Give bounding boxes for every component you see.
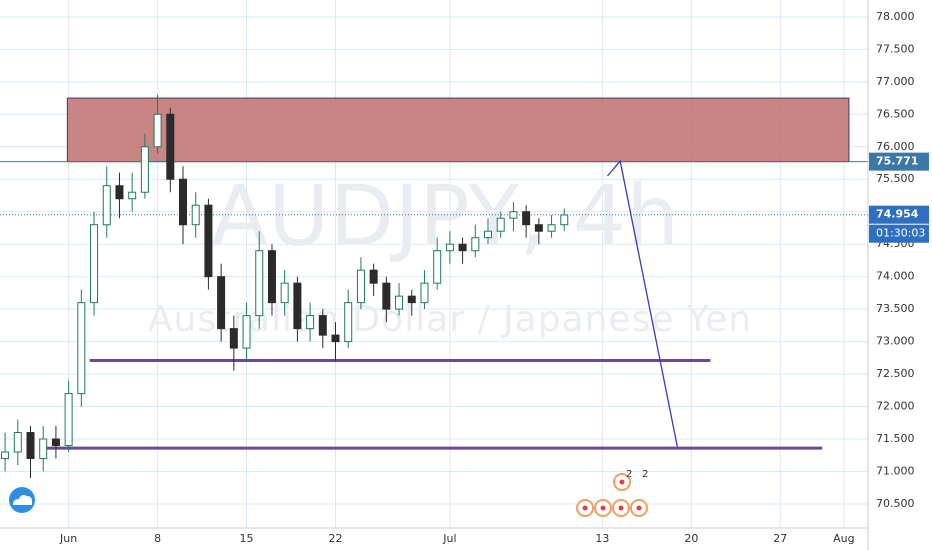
candle-body [318,315,327,336]
candle-body [77,302,86,395]
y-tick-label: 76.500 [876,107,915,120]
candle-body [102,185,111,226]
candle-body [382,282,391,310]
plot [0,94,868,478]
y-tick-label: 71.000 [876,464,915,477]
candle-body [179,178,188,226]
x-tick-label: 20 [684,532,698,545]
y-tick-label: 72.000 [876,400,915,413]
y-tick-label: 73.000 [876,335,915,348]
event-count: 2 [642,469,648,480]
candle-body [484,230,493,239]
event-dot [636,505,642,511]
candle-body [407,295,416,304]
y-tick-label: 72.500 [876,367,915,380]
watermark-title: AUDJPY, 4h [211,167,680,265]
candle-body [39,438,48,460]
event-count: 2 [626,469,632,480]
candle-body [229,328,238,349]
candle-body [306,315,315,330]
axes: 70.500 71.000 71.500 72.000 72.500 73.000 73.5… [59,10,929,545]
price-label: 75.771 [876,155,918,168]
price-label: 74.954 [876,208,919,221]
candle-body [166,113,175,180]
candle-body [153,113,162,148]
candle-body [509,211,518,219]
x-tick-label: 8 [154,532,161,545]
candle-body [534,224,543,232]
y-tick-label: 74.000 [876,270,915,283]
candle-body [560,214,569,226]
y-tick-label: 77.000 [876,75,915,88]
y-tick-label: 70.500 [876,497,915,510]
resistance-zone [66,97,850,163]
candle-body [522,211,531,226]
candle-body [280,282,289,304]
x-tick-label: 13 [595,532,609,545]
candle-body [420,282,429,304]
candle-body [547,224,556,232]
x-tick-label: Aug [833,532,854,545]
candle-body [64,393,73,447]
candle-body [128,191,137,200]
candle-body [331,334,340,343]
candle-body [496,217,505,232]
logo-cloud [13,495,32,505]
candle-body [51,438,60,447]
countdown: 01:30:03 [876,227,925,240]
countdown-box [869,224,929,243]
event-dot [618,505,624,511]
y-tick-label: 78.000 [876,10,915,23]
x-tick-label: Jun [59,532,77,545]
candle-body [191,204,200,226]
candle-body [458,243,467,252]
x-tick-label: Jul [442,532,456,545]
candle-body [344,302,353,343]
y-tick-label: 71.500 [876,432,915,445]
candle-body [395,295,404,310]
candle-body [1,451,10,460]
watermark-subtitle: Australian Dollar / Japanese Yen [148,299,752,340]
projection-path [606,159,679,447]
y-tick-label: 76.000 [876,140,915,153]
candle-body [13,432,22,453]
candle-body [26,432,35,460]
candle-body [90,224,99,304]
price-label-box [869,205,929,224]
candle-body [204,204,213,278]
candle-body [217,276,226,330]
event-dot [619,479,625,485]
candle-body [445,243,454,252]
x-tick-label: 15 [240,532,254,545]
x-tick-label: 27 [773,532,787,545]
event-dot [582,505,588,511]
candle-body [433,250,442,284]
candle-body [369,269,378,284]
y-tick-label: 73.500 [876,302,915,315]
candle-body [255,250,264,317]
event-dot [600,505,606,511]
x-tick-label: 22 [329,532,343,545]
candle-body [293,282,302,330]
candle-body [115,185,124,200]
candle-body [242,315,251,349]
y-tick-label: 77.500 [876,42,915,55]
y-tick-label: 75.500 [876,172,915,185]
candle-body [471,237,480,252]
candle-body [140,146,149,193]
logo [9,487,35,513]
candle-body [267,250,276,304]
price-label-box [869,152,929,171]
candle-body [356,269,365,304]
